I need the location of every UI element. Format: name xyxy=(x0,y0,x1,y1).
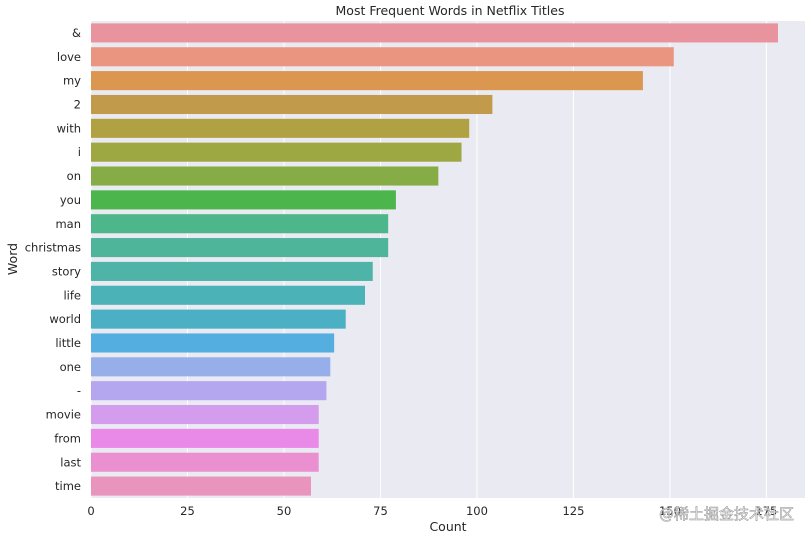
x-tick-label: 50 xyxy=(277,504,292,518)
y-tick-label: love xyxy=(57,50,81,64)
x-tick-labels: 0 25 50 75 100 125 150 175 xyxy=(87,504,777,518)
bar xyxy=(91,238,389,258)
bar xyxy=(91,71,643,91)
x-tick-label: 175 xyxy=(755,504,777,518)
bar xyxy=(91,23,778,43)
y-tick-label: you xyxy=(60,193,81,207)
y-axis-title: Word xyxy=(5,243,20,275)
y-tick-label: - xyxy=(77,384,81,398)
y-tick-label: man xyxy=(55,217,81,231)
bar xyxy=(91,94,493,115)
y-tick-labels: & love my 2 with i on you man christmas story life w… xyxy=(25,26,82,493)
y-tick-label: one xyxy=(60,360,81,374)
y-tick-label: my xyxy=(63,74,81,88)
x-tick-label: 150 xyxy=(659,504,681,518)
y-tick-label: last xyxy=(60,455,81,469)
bar xyxy=(91,428,319,448)
y-tick-label: little xyxy=(55,336,81,350)
x-axis-title: Count xyxy=(429,519,466,534)
bars xyxy=(91,23,778,496)
y-tick-label: life xyxy=(63,288,81,302)
y-tick-label: movie xyxy=(46,408,81,422)
bar xyxy=(91,333,335,353)
bar xyxy=(91,381,327,401)
y-tick-label: on xyxy=(67,169,81,183)
bar xyxy=(91,357,331,377)
y-tick-label: story xyxy=(52,264,81,278)
y-tick-label: i xyxy=(78,145,81,159)
x-tick-label: 125 xyxy=(562,504,584,518)
bar xyxy=(91,166,439,186)
bar xyxy=(91,404,319,425)
bar xyxy=(91,47,674,67)
bar xyxy=(91,142,462,162)
plot-background xyxy=(91,21,805,498)
bar xyxy=(91,118,470,138)
y-tick-label: from xyxy=(54,431,81,445)
y-tick-label: & xyxy=(72,26,81,40)
y-tick-label: with xyxy=(57,121,81,135)
y-tick-label: time xyxy=(55,479,81,493)
y-tick-label: 2 xyxy=(74,98,81,112)
x-tick-label: 0 xyxy=(87,504,94,518)
x-tick-label: 100 xyxy=(466,504,488,518)
chart-title: Most Frequent Words in Netflix Titles xyxy=(336,3,565,18)
watermark: @稀土掘金技术社区 xyxy=(659,505,794,523)
x-tick-label: 75 xyxy=(373,504,388,518)
bar xyxy=(91,214,389,234)
bar xyxy=(91,309,346,329)
y-tick-label: world xyxy=(49,312,81,326)
bar xyxy=(91,476,311,496)
bar xyxy=(91,452,319,472)
bar xyxy=(91,190,396,210)
x-tick-label: 25 xyxy=(180,504,195,518)
y-tick-label: christmas xyxy=(25,241,81,255)
bar xyxy=(91,261,373,281)
bar xyxy=(91,285,366,305)
